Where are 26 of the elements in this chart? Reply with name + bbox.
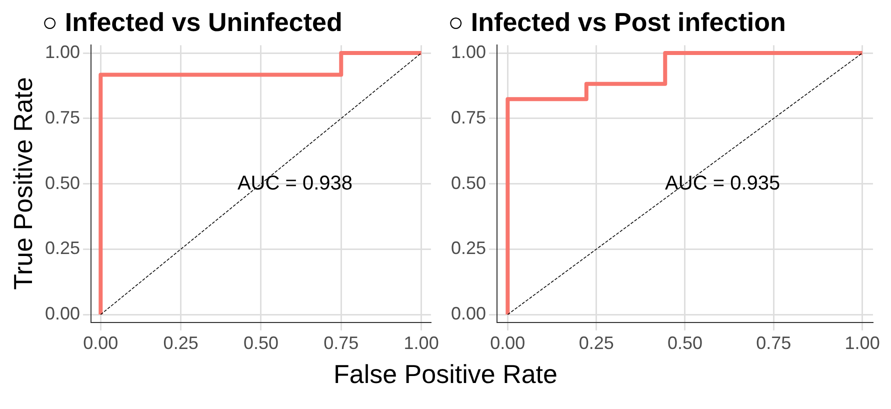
x-tick-label: 1.00 (844, 333, 880, 354)
y-tick-label: 0.75 (44, 107, 80, 128)
x-tick-label: 0.50 (243, 333, 279, 354)
x-tick-label: 1.00 (404, 333, 439, 354)
y-tick-label: 0.00 (450, 304, 486, 324)
x-axis-title: False Positive Rate (332, 358, 558, 390)
y-tick-label: 0.50 (450, 172, 486, 193)
x-tick-label: 0.25 (163, 333, 198, 354)
x-tick-label: 0.75 (324, 333, 359, 354)
y-tick-label: 0.50 (44, 172, 80, 193)
x-tick-label: 0.00 (83, 333, 118, 354)
y-tick-label: 0.25 (450, 238, 486, 258)
chart-title: ○ Infected vs Uninfected (42, 6, 342, 37)
x-tick-label: 0.50 (667, 333, 703, 354)
x-tick-label: 0.25 (578, 333, 614, 354)
x-tick-label: 0.00 (490, 333, 526, 354)
x-tick-label: 0.75 (756, 333, 792, 354)
y-tick-label: 0.75 (450, 107, 486, 128)
annotation: AUC = 0.935 (665, 172, 780, 194)
y-tick-label: 1.00 (44, 42, 80, 62)
y-tick-label: 1.00 (450, 42, 486, 62)
y-axis-title: True Positive Rate (8, 76, 39, 290)
y-tick-label: 0.25 (44, 238, 80, 258)
chart-title: ○ Infected vs Post infection (448, 6, 786, 37)
y-tick-label: 0.00 (44, 304, 80, 324)
annotation: AUC = 0.938 (237, 172, 353, 194)
